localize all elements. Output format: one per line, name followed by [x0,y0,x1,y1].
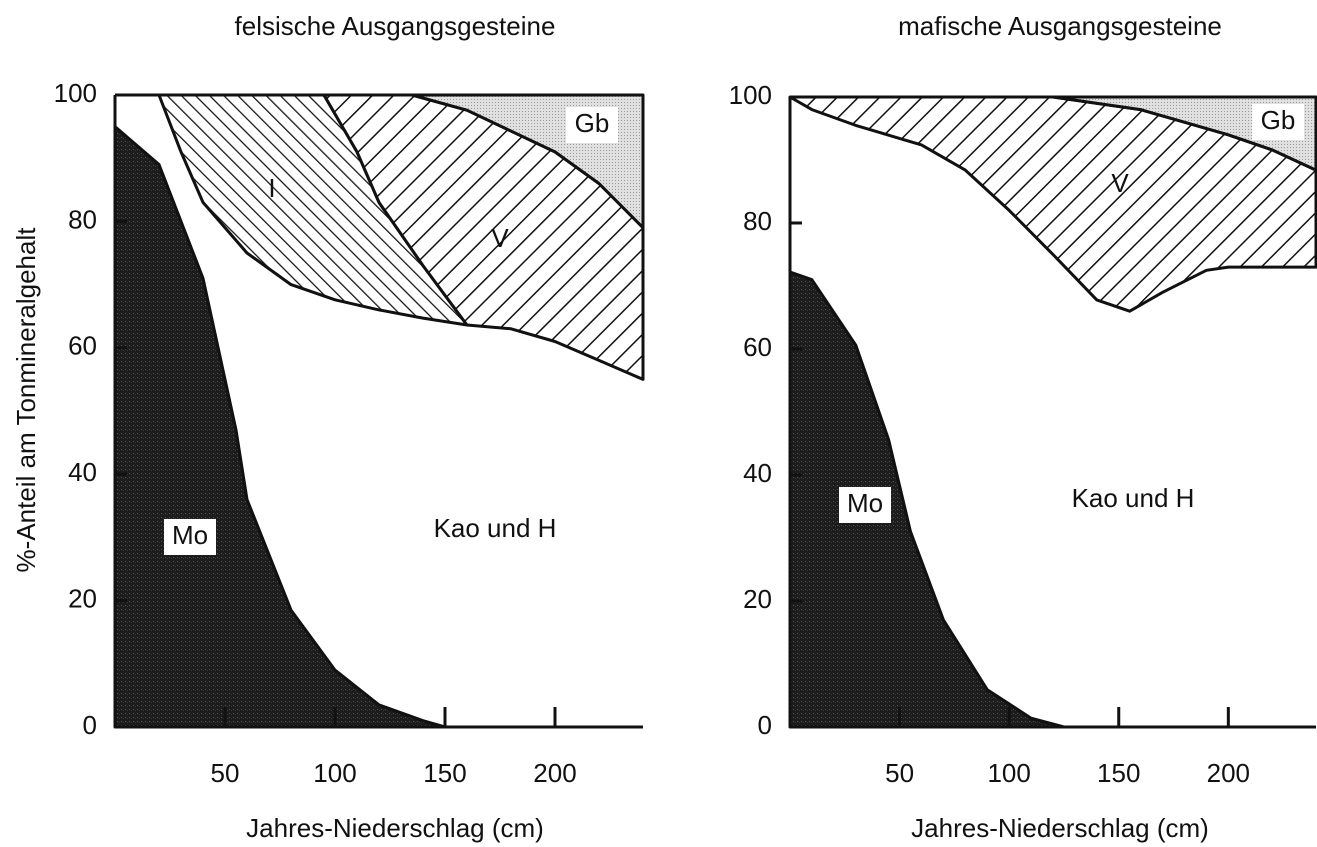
x-axis-label: Jahres-Niederschlag (cm) [246,813,544,843]
region-label: Mo [847,488,883,518]
region-label: Gb [1261,105,1296,135]
x-tick-label: 150 [423,758,466,788]
label-box [164,519,216,555]
y-tick-label: 0 [83,710,97,740]
chart-title: felsische Ausgangsgesteine [235,11,556,41]
x-axis-label: Jahres-Niederschlag (cm) [911,813,1209,843]
region-label: Gb [575,108,610,138]
region-label: Mo [172,520,208,550]
x-tick-label: 200 [533,758,576,788]
label-box [839,487,891,523]
label-box [566,107,618,143]
y-tick-label: 80 [743,206,772,236]
x-tick-label: 150 [1097,758,1140,788]
y-tick-label: 0 [758,710,772,740]
y-tick-label: 60 [68,331,97,361]
y-tick-label: 100 [54,78,97,108]
x-tick-label: 100 [313,758,356,788]
y-tick-label: 20 [68,583,97,613]
annotation: Kao und H [434,513,557,543]
y-tick-label: 80 [68,204,97,234]
y-tick-label: 40 [743,458,772,488]
x-tick-label: 100 [987,758,1030,788]
x-tick-label: 50 [885,758,914,788]
x-tick-label: 50 [211,758,240,788]
region-label: I [268,173,275,203]
y-tick-label: 100 [729,80,772,110]
y-axis-label: %-Anteil am Tonmineralgehalt [11,227,41,573]
y-tick-label: 40 [68,457,97,487]
region-dark [788,270,1066,729]
y-tick-label: 20 [743,584,772,614]
x-tick-label: 200 [1207,758,1250,788]
annotation: Kao und H [1072,483,1195,513]
label-box [1252,104,1304,140]
y-tick-label: 60 [743,332,772,362]
region-label: V [491,223,509,253]
region-label: V [1111,168,1129,198]
chart-title: mafische Ausgangsgesteine [898,11,1222,41]
